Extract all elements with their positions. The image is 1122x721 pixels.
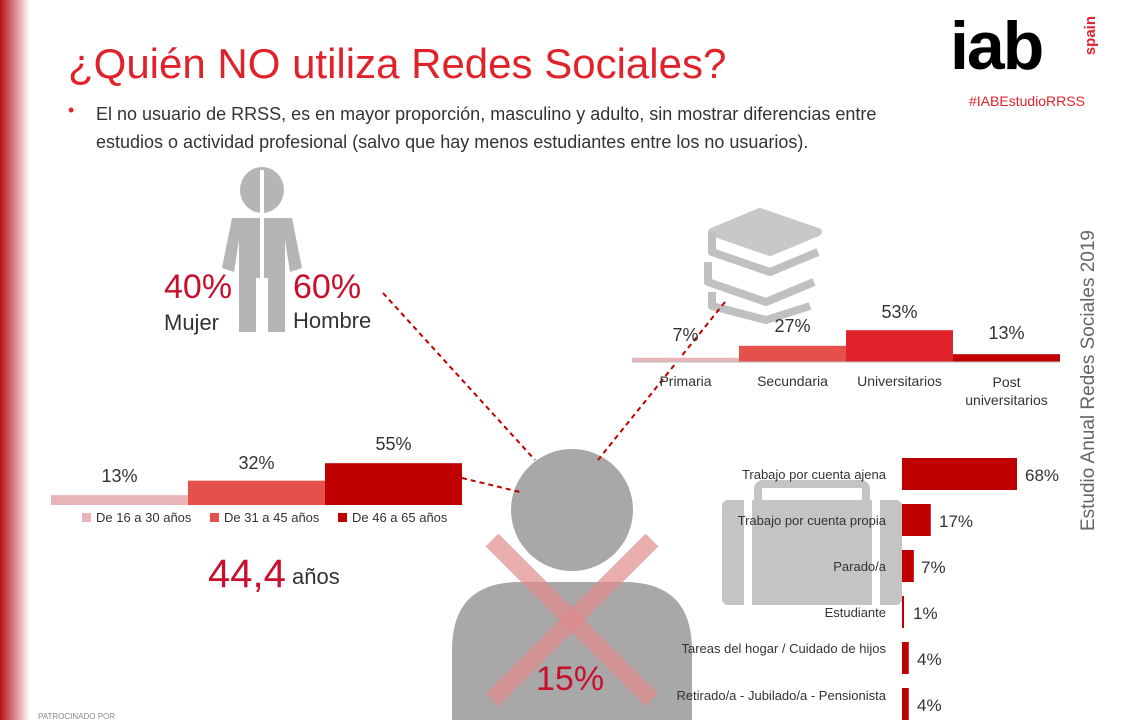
legend-swatch xyxy=(82,513,91,522)
job-value-hogar: 4% xyxy=(917,650,942,669)
age-value-46-65: 55% xyxy=(375,434,412,454)
connector-gender xyxy=(382,292,536,461)
connector-education xyxy=(597,301,726,461)
edu-cat-universitarios: Universitarios xyxy=(857,373,942,389)
edu-cat-secundaria: Secundaria xyxy=(757,373,828,389)
bullet-icon: • xyxy=(68,100,75,120)
job-value-parado: 7% xyxy=(921,558,946,577)
job-bar-3 xyxy=(902,596,904,628)
job-bar-1 xyxy=(902,504,931,536)
job-cat-parado: Parado/a xyxy=(833,559,886,574)
page-title: ¿Quién NO utiliza Redes Sociales? xyxy=(68,40,727,87)
connector-lines xyxy=(382,292,726,493)
edu-bar-3 xyxy=(953,354,1060,362)
hashtag: #IABEstudioRRSS xyxy=(969,93,1085,109)
average-age-unit: años xyxy=(292,564,340,589)
job-cat-retirado: Retirado/a - Jubilado/a - Pensionista xyxy=(676,688,886,703)
legend-label: De 46 a 65 años xyxy=(352,510,448,525)
legend-swatch xyxy=(338,513,347,522)
edu-bar-1 xyxy=(739,345,846,362)
edu-value-postuniversitarios: 13% xyxy=(988,323,1025,343)
job-cat-estudiante: Estudiante xyxy=(824,605,886,620)
gender-label-hombre: Hombre xyxy=(293,308,372,333)
edu-bar-0 xyxy=(632,357,739,362)
gender-value-mujer: 40% xyxy=(164,268,233,306)
books-icon xyxy=(704,208,822,324)
average-age-value: 44,4 xyxy=(208,552,286,596)
job-value-ajena: 68% xyxy=(1025,466,1060,485)
legend-label: De 16 a 30 años xyxy=(96,510,192,525)
legend-swatch xyxy=(210,513,219,522)
iab-logo: iab spain xyxy=(950,8,1099,84)
job-bar-5 xyxy=(902,688,909,720)
edu-bar-2 xyxy=(846,330,953,362)
age-bar-2 xyxy=(325,463,462,505)
person-icon xyxy=(222,167,302,335)
occupation-bars xyxy=(902,458,1017,720)
job-value-retirado: 4% xyxy=(917,696,942,715)
age-value-16-30: 13% xyxy=(101,466,138,486)
age-legend-16-30: De 16 a 30 años xyxy=(82,510,191,525)
edu-value-universitarios: 53% xyxy=(881,302,918,322)
age-legend-46-65: De 46 a 65 años xyxy=(338,510,447,525)
job-bar-4 xyxy=(902,642,909,674)
center-value: 15% xyxy=(536,660,605,698)
cross-icon xyxy=(485,533,659,707)
gender-value-hombre: 60% xyxy=(293,268,362,306)
edu-value-secundaria: 27% xyxy=(774,316,811,336)
edu-value-primaria: 7% xyxy=(672,325,699,345)
age-bars xyxy=(51,463,462,505)
gender-label-mujer: Mujer xyxy=(164,310,220,335)
subtitle-text: El no usuario de RRSS, es en mayor propo… xyxy=(96,104,877,152)
education-bars xyxy=(632,330,1060,362)
job-value-propia: 17% xyxy=(939,512,974,531)
job-cat-propia: Trabajo por cuenta propia xyxy=(737,513,886,528)
age-bar-1 xyxy=(188,480,325,505)
footer-sponsor: PATROCINADO POR xyxy=(38,712,116,721)
age-bar-0 xyxy=(51,495,188,505)
briefcase-icon xyxy=(722,480,902,605)
edu-cat-primaria: Primaria xyxy=(659,373,712,389)
edu-cat-postuniversitarios: Post universitarios xyxy=(965,374,1048,408)
logo-text: iab xyxy=(950,8,1044,84)
legend-label: De 31 a 45 años xyxy=(224,510,320,525)
age-value-31-45: 32% xyxy=(238,453,275,473)
job-cat-ajena: Trabajo por cuenta ajena xyxy=(741,467,886,482)
job-value-estudiante: 1% xyxy=(913,604,938,623)
side-stripe xyxy=(0,0,30,720)
job-cat-hogar: Tareas del hogar / Cuidado de hijos xyxy=(681,641,886,656)
age-legend-31-45: De 31 a 45 años xyxy=(210,510,319,525)
job-bar-0 xyxy=(902,458,1017,490)
job-bar-2 xyxy=(902,550,914,582)
connector-age xyxy=(461,477,521,493)
